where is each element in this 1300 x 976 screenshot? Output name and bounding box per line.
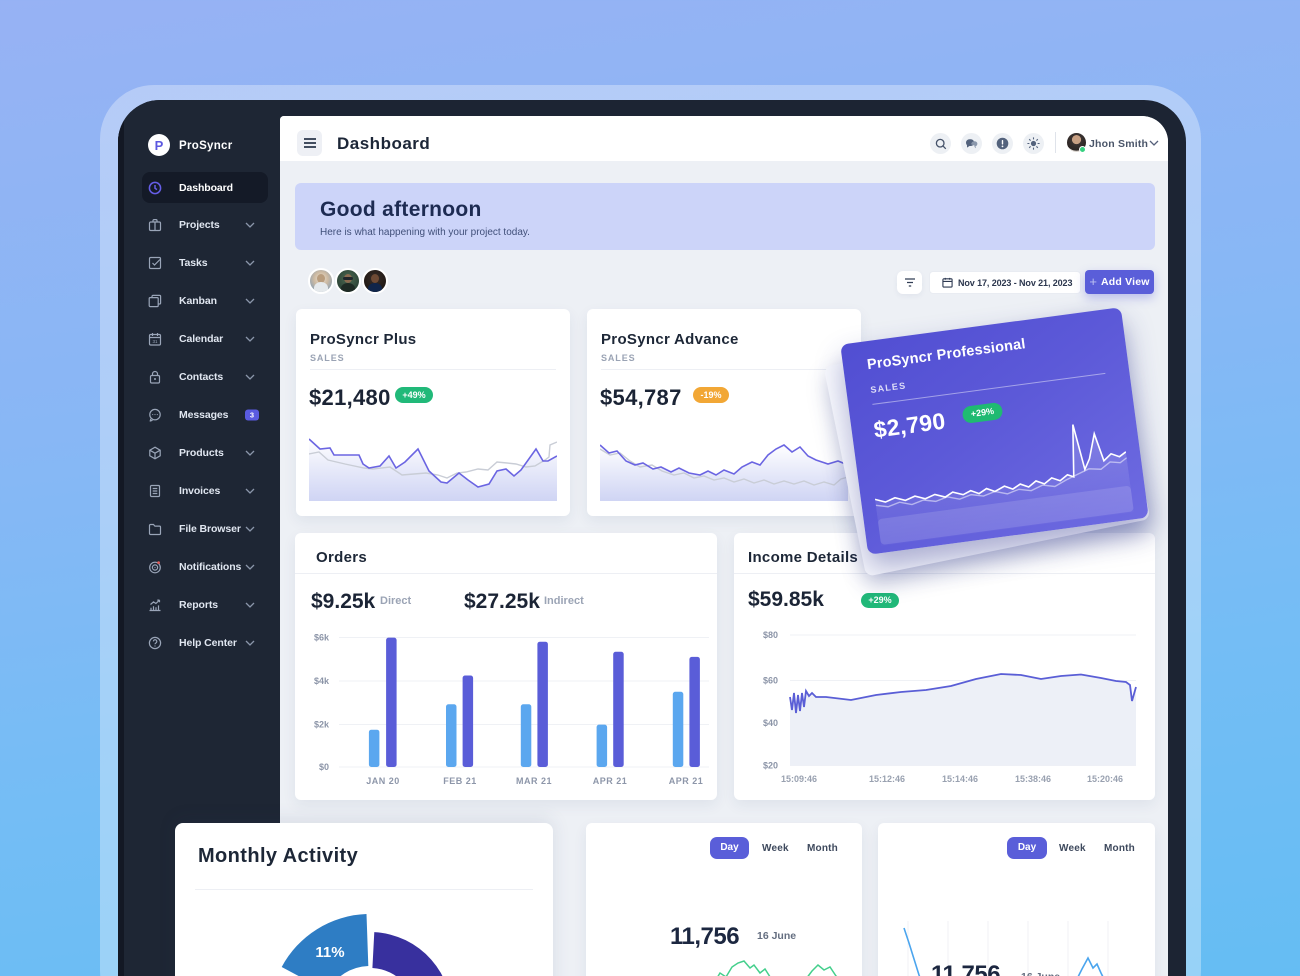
svg-text:JAN 20: JAN 20 — [366, 776, 400, 786]
svg-text:FEB 21: FEB 21 — [443, 776, 477, 786]
svg-text:$4k: $4k — [314, 676, 330, 686]
svg-text:15:12:46: 15:12:46 — [869, 774, 905, 784]
svg-text:$60: $60 — [763, 676, 778, 686]
svg-text:11%: 11% — [315, 944, 344, 961]
svg-text:MAR 21: MAR 21 — [516, 776, 552, 786]
svg-text:$80: $80 — [763, 630, 778, 640]
svg-text:$20: $20 — [763, 761, 778, 771]
svg-text:15:20:46: 15:20:46 — [1087, 774, 1123, 784]
svg-text:APR 21: APR 21 — [669, 776, 704, 786]
svg-text:$0: $0 — [319, 762, 329, 772]
svg-text:$40: $40 — [763, 718, 778, 728]
svg-text:15:09:46: 15:09:46 — [781, 774, 817, 784]
svg-text:31: 31 — [152, 339, 158, 344]
svg-text:15:14:46: 15:14:46 — [942, 774, 978, 784]
svg-text:$2k: $2k — [314, 720, 330, 730]
svg-text:15:38:46: 15:38:46 — [1015, 774, 1051, 784]
svg-text:APR 21: APR 21 — [593, 776, 628, 786]
svg-text:$6k: $6k — [314, 633, 330, 643]
